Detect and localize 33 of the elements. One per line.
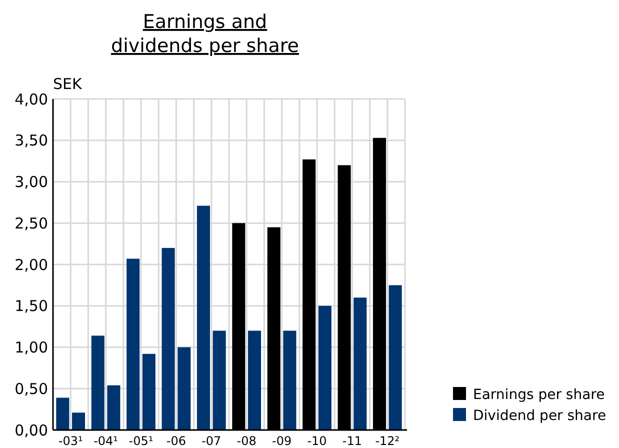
legend-label: Dividend per share (473, 408, 606, 424)
bar (248, 330, 262, 430)
bar (354, 298, 367, 430)
bar (212, 330, 226, 430)
x-tick-label: -05¹ (128, 434, 154, 448)
y-tick-label: 1,00 (14, 338, 48, 356)
y-tick-label: 1,50 (14, 297, 48, 316)
bar (107, 385, 120, 430)
x-tick-label: -11 (342, 434, 362, 448)
y-tick-label: 2,00 (14, 256, 48, 274)
y-tick-label: 3,00 (14, 173, 48, 191)
x-tick-label: -12² (375, 434, 400, 448)
x-tick-label: -08 (236, 434, 256, 448)
y-tick-label: 0,00 (14, 421, 48, 440)
legend-label: Earnings per share (473, 387, 605, 403)
y-tick-label: 2,50 (14, 214, 48, 232)
bar (178, 347, 191, 430)
bar (283, 330, 296, 430)
x-tick-label: -07 (202, 434, 222, 448)
x-tick-label: -04¹ (94, 434, 118, 448)
bar (142, 354, 156, 430)
y-tick-label: 3,50 (14, 132, 48, 150)
x-tick-label: -09 (272, 434, 292, 448)
x-tick-label: -06 (166, 434, 186, 448)
bar (318, 306, 332, 430)
x-tick-label: -03¹ (58, 434, 83, 448)
y-axis-title: SEK (53, 75, 83, 93)
y-tick-label: 0,50 (14, 380, 48, 398)
y-tick-label: 4,00 (14, 90, 48, 108)
bar (72, 412, 86, 430)
chart-title: Earnings and dividends per share (111, 11, 299, 57)
bar (388, 285, 402, 430)
x-tick-label: -10 (307, 434, 327, 448)
